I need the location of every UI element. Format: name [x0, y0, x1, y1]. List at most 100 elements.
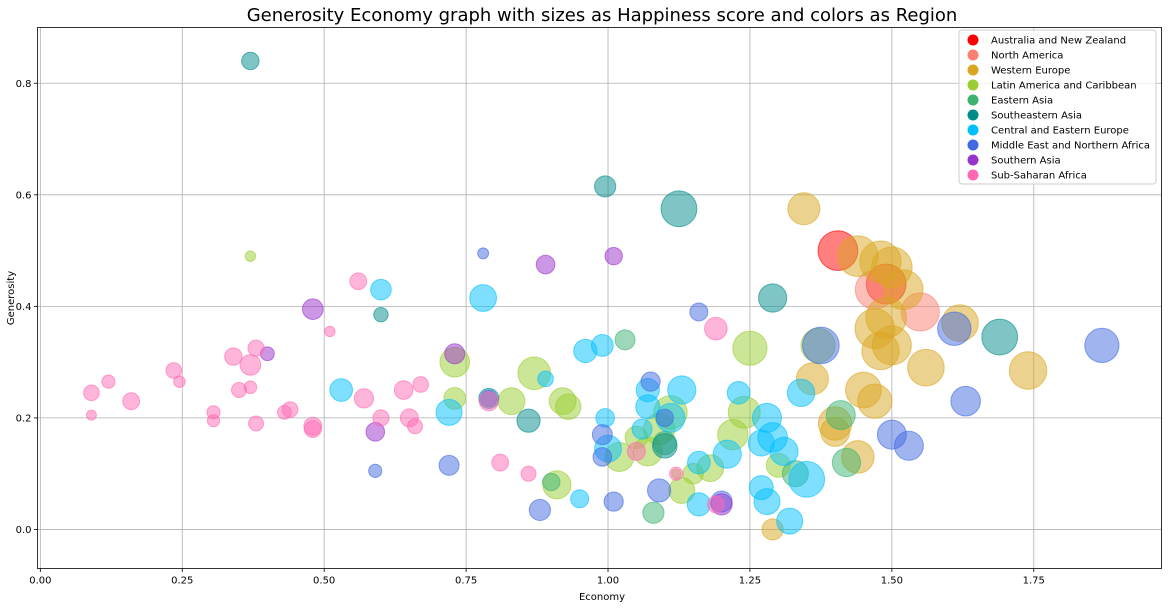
data-point [370, 278, 392, 301]
data-point [329, 378, 354, 402]
data-point [491, 453, 510, 472]
data-point [241, 51, 260, 71]
data-point [706, 495, 725, 514]
data-point [732, 330, 768, 366]
legend-label: Australia and New Zealand [991, 36, 1126, 47]
data-point [1084, 327, 1120, 364]
data-point [353, 388, 375, 409]
data-point [831, 447, 862, 478]
data-point [537, 370, 554, 388]
data-point [85, 409, 97, 421]
data-point [787, 192, 821, 226]
legend-marker [967, 139, 979, 151]
data-point [687, 450, 711, 475]
data-point [435, 398, 463, 426]
x-axis-label: Economy [579, 592, 625, 603]
data-point [570, 489, 590, 509]
data-point [243, 380, 258, 395]
data-point [686, 492, 711, 517]
legend-marker [967, 79, 979, 91]
data-point [206, 414, 221, 428]
data-point [324, 325, 336, 338]
legend-marker [967, 109, 979, 121]
legend-label: Western Europe [991, 66, 1070, 77]
data-point [660, 190, 698, 228]
data-point [248, 415, 265, 432]
data-point [776, 507, 804, 535]
data-point [876, 419, 907, 450]
x-tick-label: 0.00 [29, 576, 51, 587]
data-point [669, 466, 684, 481]
axis-ticks: 0.00 0.25 0.50 0.75 1.00 1.25 1.50 1.75 0.0 0.2 0.… [16, 79, 1045, 587]
x-tick-label: 0.25 [171, 576, 193, 587]
data-point [516, 408, 541, 433]
legend-label: Southern Asia [991, 156, 1061, 167]
data-point [802, 326, 840, 365]
data-point [594, 175, 617, 198]
data-point [555, 393, 582, 420]
y-tick-label: 0.6 [16, 190, 32, 201]
data-point [626, 441, 646, 461]
data-point [726, 381, 751, 405]
data-point [614, 329, 636, 351]
data-point [373, 307, 389, 323]
data-point [281, 401, 299, 418]
x-tick-label: 1.25 [739, 576, 761, 587]
legend-label: Middle East and Northern Africa [991, 141, 1150, 152]
data-point [747, 429, 775, 457]
y-tick-label: 0.2 [16, 413, 32, 424]
data-point [349, 272, 368, 291]
legend: Australia and New Zealand North America We… [958, 29, 1157, 185]
data-point [239, 354, 262, 376]
data-point [635, 394, 661, 420]
y-tick-label: 0.8 [16, 79, 32, 90]
data-points [83, 51, 1120, 541]
data-point [712, 439, 742, 469]
data-point [937, 311, 972, 346]
data-point [590, 334, 614, 357]
data-point [950, 385, 981, 417]
data-point [667, 375, 697, 405]
legend-box [958, 29, 1157, 185]
data-point [1008, 351, 1048, 390]
data-point [497, 387, 526, 416]
legend-marker [967, 49, 979, 61]
data-point [542, 472, 561, 492]
data-point [173, 375, 186, 388]
data-point [604, 246, 623, 266]
data-point [642, 501, 665, 524]
data-point [520, 465, 537, 482]
data-point [907, 348, 945, 387]
data-point [478, 391, 499, 412]
data-point [631, 418, 653, 440]
legend-marker [967, 124, 979, 136]
data-point [603, 491, 624, 512]
data-point [244, 250, 257, 262]
x-tick-label: 1.75 [1023, 576, 1045, 587]
legend-label: North America [991, 51, 1063, 62]
legend-label: Southeastern Asia [991, 111, 1082, 122]
data-point [651, 432, 678, 459]
data-point [303, 420, 322, 438]
data-point [640, 371, 661, 392]
data-point [224, 347, 243, 366]
x-tick-label: 0.50 [313, 576, 335, 587]
data-point [786, 378, 816, 408]
y-tick-label: 0.0 [16, 525, 32, 536]
data-point [444, 343, 466, 365]
data-point [469, 284, 498, 312]
legend-marker [967, 64, 979, 76]
data-point [412, 376, 429, 393]
data-point [758, 283, 788, 313]
data-point [647, 478, 672, 503]
data-point [528, 498, 551, 522]
data-point [655, 408, 674, 428]
legend-label: Sub-Saharan Africa [991, 171, 1087, 182]
data-point [981, 318, 1019, 356]
data-point [165, 362, 183, 379]
y-axis-label: Generosity [6, 271, 17, 325]
legend-marker [967, 169, 979, 181]
data-point [825, 400, 856, 431]
data-point [861, 331, 900, 371]
